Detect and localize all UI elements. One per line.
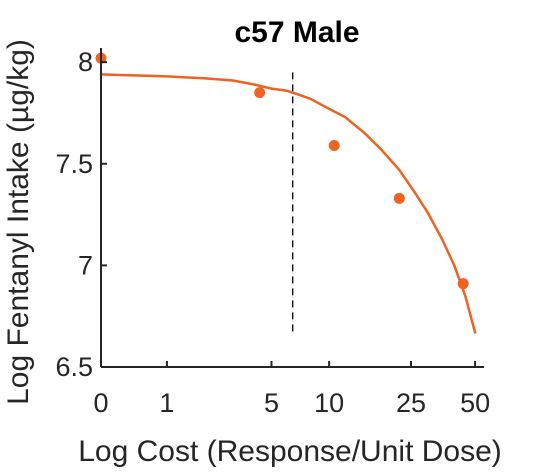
y-tick-label: 8: [78, 47, 93, 77]
chart-title: c57 Male: [234, 16, 359, 49]
data-point: [457, 278, 469, 290]
y-axis: 6.5 7 7.5 8: [55, 47, 107, 382]
x-tick-label: 5: [264, 388, 279, 418]
y-axis-label: Log Fentanyl Intake (µg/kg): [2, 39, 35, 405]
y-tick-label: 6.5: [55, 352, 93, 382]
y-tick-label: 7: [78, 250, 93, 280]
x-axis-label: Log Cost (Response/Unit Dose): [78, 435, 502, 468]
x-tick-label: 0: [93, 388, 108, 418]
x-tick-label: 1: [159, 388, 174, 418]
data-point: [328, 139, 340, 151]
fit-curve: [99, 73, 477, 334]
x-tick-label: 50: [460, 388, 490, 418]
plot-area: [95, 52, 477, 334]
data-point: [254, 87, 266, 99]
x-tick-label: 10: [314, 388, 344, 418]
data-point: [393, 192, 405, 204]
y-tick-label: 7.5: [55, 149, 93, 179]
x-tick-label: 25: [396, 388, 426, 418]
x-axis: 0 1 5 10 25 50: [93, 361, 490, 418]
